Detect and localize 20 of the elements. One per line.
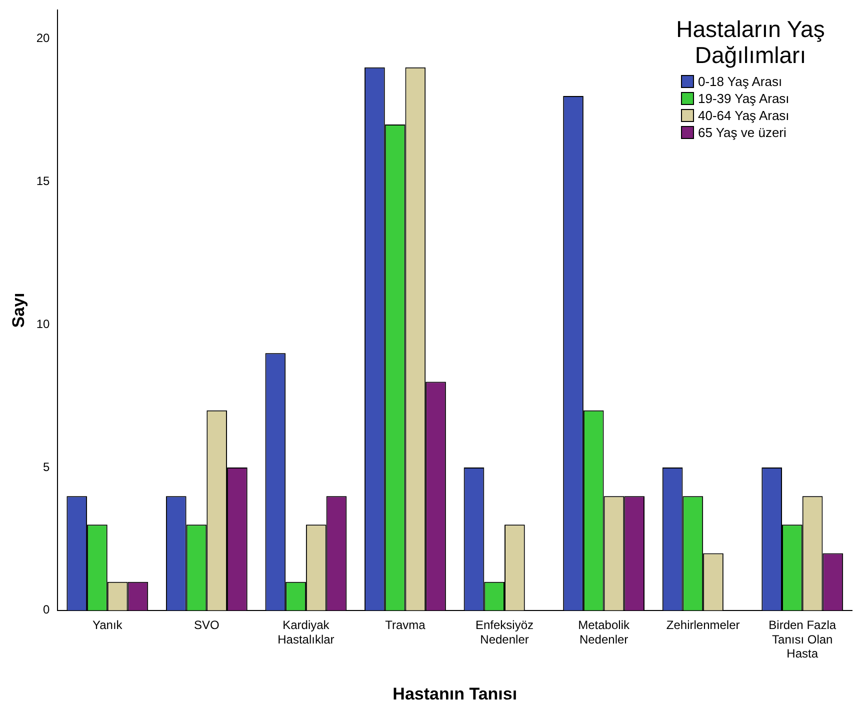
x-axis-title: Hastanın Tanısı [392, 684, 518, 704]
x-tick-label: SVO [194, 618, 220, 632]
legend-label: 65 Yaş ve üzeri [698, 125, 786, 140]
x-tick-label: Metabolik Nedenler [578, 618, 630, 646]
y-tick-label: 0 [43, 602, 50, 617]
y-tick-label: 15 [36, 174, 50, 188]
y-tick-label: 20 [36, 31, 50, 46]
x-tick-label: Zehirlenmeler [666, 618, 740, 632]
x-tick-label: Travma [385, 618, 426, 632]
y-tick-label: 5 [43, 460, 50, 474]
legend-title: Hastaların Yaş Dağılımları [675, 16, 826, 68]
y-axis-title: Sayı [8, 292, 28, 328]
x-tick-label: Enfeksiyöz Nedenler [476, 618, 534, 646]
y-tick-label: 10 [36, 316, 50, 331]
x-tick-label: Birden Fazla Tanısı Olan Hasta [768, 618, 836, 661]
legend-label: 40-64 Yaş Arası [698, 108, 790, 123]
x-tick-label: Kardiyak Hastalıklar [278, 618, 334, 646]
legend-label: 19-39 Yaş Arası [698, 91, 790, 106]
legend-label: 0-18 Yaş Arası [698, 74, 782, 89]
x-tick-label: Yanık [92, 618, 124, 632]
